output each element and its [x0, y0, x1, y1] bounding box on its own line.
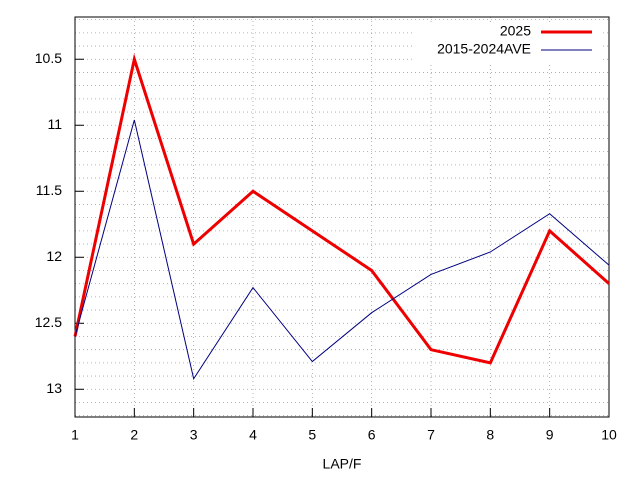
- x-tick-label: 9: [546, 427, 554, 443]
- legend-box: [415, 22, 600, 62]
- x-tick-label: 2: [130, 427, 138, 443]
- x-tick-label: 4: [249, 427, 257, 443]
- y-tick-label: 12: [46, 248, 62, 264]
- x-axis-label: LAP/F: [323, 456, 362, 472]
- x-tick-label: 5: [308, 427, 316, 443]
- x-tick-label: 10: [601, 427, 617, 443]
- y-tick-label: 11: [47, 116, 62, 132]
- x-tick-label: 3: [190, 427, 198, 443]
- x-tick-label: 8: [486, 427, 494, 443]
- y-tick-label: 13: [46, 380, 62, 396]
- legend-label: 2025: [500, 23, 531, 39]
- series-line: [73, 53, 610, 365]
- x-tick-label: 6: [368, 427, 376, 443]
- plot-frame: [74, 16, 610, 418]
- y-tick-label: 12.5: [35, 314, 62, 330]
- y-tick-label: 10.5: [35, 50, 62, 66]
- series-line: [74, 119, 610, 380]
- y-tick-label: 11.5: [36, 182, 62, 198]
- legend-label: 2015-2024AVE: [437, 41, 531, 57]
- x-tick-label: 7: [427, 427, 435, 443]
- x-tick-label: 1: [71, 427, 79, 443]
